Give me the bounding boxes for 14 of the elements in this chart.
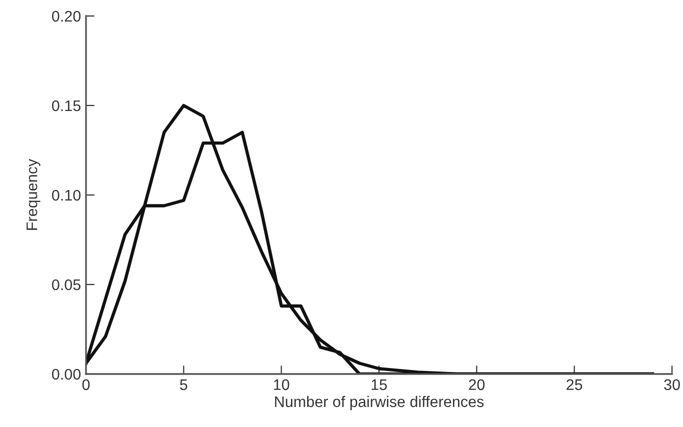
y-tick-label: 0.15 bbox=[52, 100, 80, 112]
x-tick-label: 20 bbox=[468, 379, 485, 390]
y-tick-label: 0.10 bbox=[52, 190, 81, 201]
x-tick-label: 25 bbox=[566, 379, 582, 390]
x-axis-title: Number of pairwise differences bbox=[275, 396, 484, 410]
y-tick-label: 0.00 bbox=[52, 368, 81, 380]
y-tick-label: 0.20 bbox=[52, 10, 81, 22]
y-tick-label: 0.05 bbox=[52, 279, 80, 290]
x-tick-label: 30 bbox=[664, 379, 680, 390]
x-tick-label: 5 bbox=[180, 379, 188, 390]
x-tick-label: 15 bbox=[372, 379, 387, 390]
x-tick-label: 0 bbox=[82, 379, 90, 390]
x-tick-label: 10 bbox=[274, 379, 290, 390]
y-axis-title: Frequency bbox=[26, 158, 40, 230]
